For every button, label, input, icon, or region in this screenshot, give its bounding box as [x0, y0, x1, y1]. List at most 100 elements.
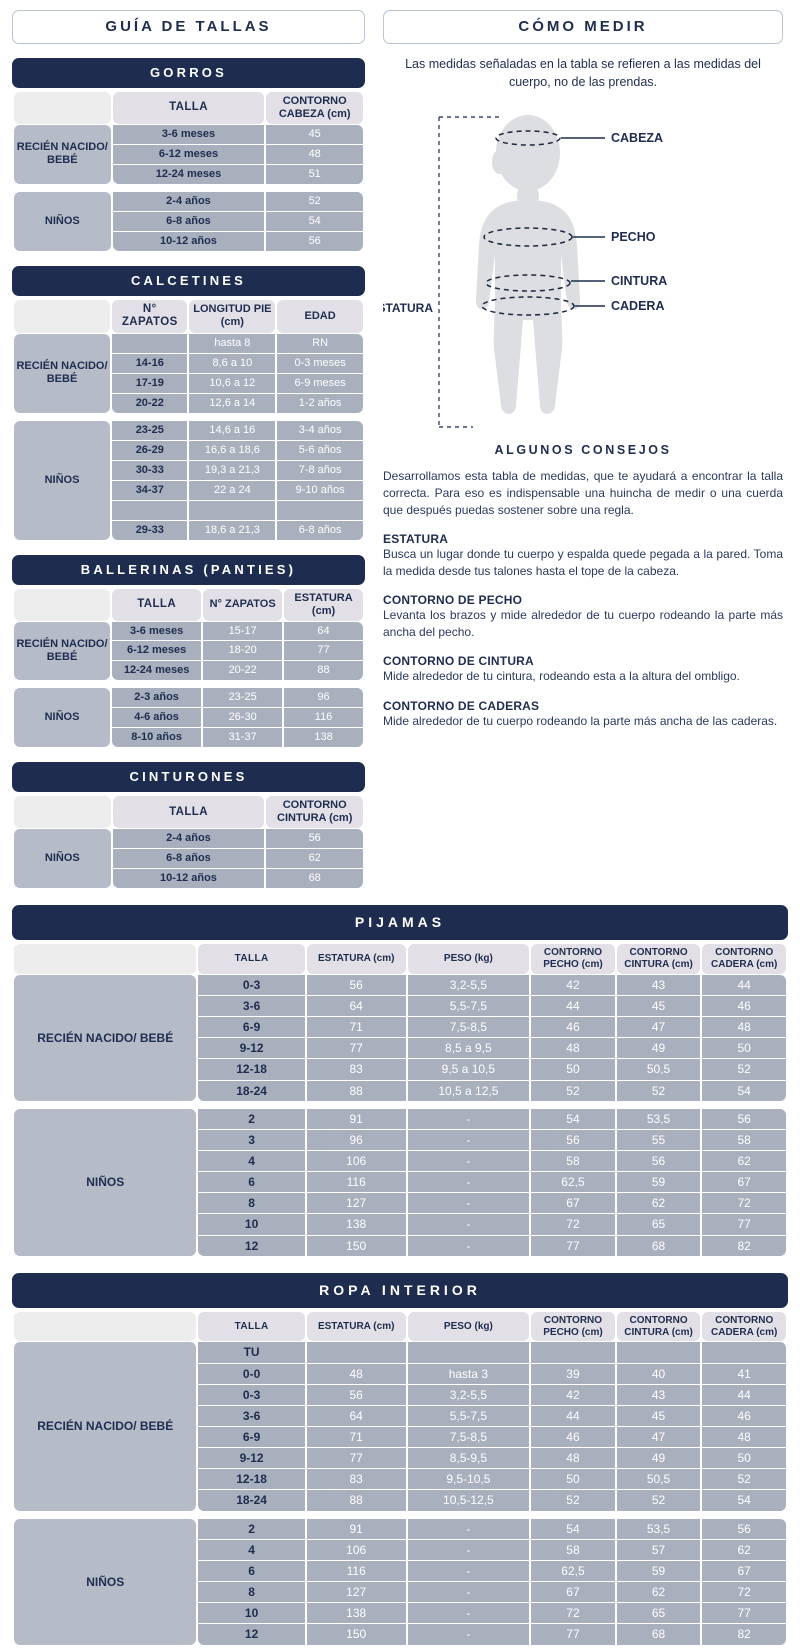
cell-value: 49	[616, 1448, 701, 1469]
cell-size: 6-8 años	[112, 849, 265, 869]
cell-size: 6	[198, 1172, 305, 1193]
cell-value: 48	[306, 1363, 406, 1384]
cell-size: 8	[198, 1193, 305, 1214]
cell-value: 67	[702, 1560, 786, 1582]
cell-size: 30-33	[112, 460, 188, 480]
measure-ellipses	[481, 130, 575, 316]
cell-value: 68	[616, 1624, 701, 1645]
tip-heading-0: ESTATURA	[383, 532, 449, 547]
table-row: 6-9 71 7,5-8,5 46 47 48	[14, 1017, 786, 1038]
cell-value: 52	[616, 1080, 701, 1101]
cell-value: 56	[266, 829, 363, 849]
table-row: RECIÉN NACIDO/ BEBÉ TU	[14, 1342, 786, 1511]
cell-value: 116	[306, 1172, 406, 1193]
cell-value: 8,6 a 10	[189, 353, 276, 373]
group-label-cell: NIÑOS	[14, 420, 111, 540]
cell-value: -	[407, 1518, 530, 1539]
cell-value: hasta 3	[407, 1363, 530, 1384]
cell-size: 6-12 meses	[112, 144, 265, 164]
cell-size: 10	[198, 1603, 305, 1624]
size-table: TALLA CONTORNO CINTURA (cm) NIÑOS 2-4 años 5…	[12, 795, 365, 889]
tip-heading-1: CONTORNO DE PECHO	[383, 593, 523, 608]
cell-value: 8,5 a 9,5	[407, 1038, 530, 1059]
cell-size: 23-25	[112, 420, 188, 440]
cell-value: 59	[616, 1172, 701, 1193]
tip-heading-3: CONTORNO DE CADERAS	[383, 698, 540, 713]
cell-value: -	[407, 1539, 530, 1560]
cell-value: 10,6 a 12	[189, 373, 276, 393]
cell-value: 65	[616, 1214, 701, 1235]
cell-value: 43	[616, 974, 701, 995]
how-to-measure-title: CÓMO MEDIR	[383, 10, 783, 44]
cell-value: -	[407, 1582, 530, 1603]
cell-value: 51	[266, 164, 363, 184]
cell-value: 16,6 a 18,6	[189, 440, 276, 460]
cell-value: 12,6 a 14	[189, 393, 276, 413]
cell-value: 64	[306, 1405, 406, 1426]
label-pecho: PECHO	[611, 230, 656, 244]
cell-value: 48	[702, 1427, 786, 1448]
cell-value: 138	[306, 1603, 406, 1624]
table-row: NIÑOS 2-3 años 23-25 96	[14, 688, 363, 748]
cell-value: 44	[702, 1384, 786, 1405]
cell-value: 72	[531, 1214, 615, 1235]
guide-title: GUÍA DE TALLAS	[12, 10, 365, 44]
cell-value: 83	[306, 1469, 406, 1490]
group-spacer	[14, 1102, 786, 1108]
table-row: 10 138-72 65 77	[14, 1603, 786, 1624]
column-header: ESTATURA (cm)	[306, 1311, 406, 1342]
section-header-ropa-interior: ROPA INTERIOR	[12, 1272, 788, 1308]
cell-value: 62	[702, 1539, 786, 1560]
table-row	[14, 500, 363, 520]
cell-value: 14,6 a 16	[189, 420, 276, 440]
cell-value	[277, 500, 363, 520]
table-row: 6-8 años 62	[14, 849, 363, 869]
cell-size: 3-6	[198, 1405, 305, 1426]
cell-value: 5-6 años	[277, 440, 363, 460]
cell-value: 5,5-7,5	[407, 1405, 530, 1426]
cell-size: 6	[198, 1560, 305, 1582]
cell-value: 1-2 años	[277, 393, 363, 413]
cell-value: 77	[531, 1624, 615, 1645]
cell-value: 88	[306, 1490, 406, 1511]
cell-size: 2	[198, 1108, 305, 1129]
cell-value: 3,2-5,5	[407, 1384, 530, 1405]
cell-value: 41	[702, 1363, 786, 1384]
cell-size: 18-24	[198, 1490, 305, 1511]
cell-size: 29-33	[112, 520, 188, 540]
cell-size: 3	[198, 1129, 305, 1150]
cell-size: 6-9	[198, 1017, 305, 1038]
cell-size: 2-4 años	[112, 829, 265, 849]
cell-value: 46	[531, 1427, 615, 1448]
tip-body-3: Mide alrededor de tu cuerpo rodeando la …	[383, 713, 778, 728]
cell-value: -	[407, 1129, 530, 1150]
cell-value: 72	[702, 1193, 786, 1214]
cell-value: 62	[616, 1582, 701, 1603]
cell-value: RN	[277, 333, 363, 353]
cell-size: 3-6	[198, 995, 305, 1017]
ellipse-cabeza	[495, 130, 561, 146]
cell-size: 9-12	[198, 1038, 305, 1059]
size-table: N° ZAPATOS LONGITUD PIE (cm) EDAD RECIÉN NA…	[12, 299, 365, 541]
section-header-gorros: GORROS	[12, 58, 365, 88]
cell-value: -	[407, 1193, 530, 1214]
table-row: 6-9 71 7,5-8,5 46 47 48	[14, 1427, 786, 1448]
cell-value: 116	[306, 1560, 406, 1582]
table-row: 8 127-67 62 72	[14, 1582, 786, 1603]
table-cinturones: TALLA CONTORNO CINTURA (cm) NIÑOS 2-4 años 5…	[12, 795, 365, 889]
table-row: 18-24 88 10,5 a 12,5 52 52 54	[14, 1080, 786, 1101]
table-row: 3-6 64 5,5-7,5 44 45 46	[14, 995, 786, 1017]
column-header: PESO (kg)	[407, 944, 530, 974]
cell-size: 10-12 años	[112, 869, 265, 889]
cell-value: 62	[702, 1151, 786, 1172]
cell-value: 10,5 a 12,5	[407, 1080, 530, 1101]
ellipse-cadera	[481, 296, 575, 316]
cell-value: 52	[702, 1469, 786, 1490]
table-row: 6 116-62,5 59 67	[14, 1560, 786, 1582]
ellipse-cintura	[485, 274, 571, 292]
cell-value: 56	[702, 1108, 786, 1129]
table-row: RECIÉN NACIDO/ BEBÉ 3-6 meses 15-17 64	[14, 621, 363, 681]
column-header: CONTORNO CADERA (cm)	[702, 944, 786, 974]
table-row: 6-8 años 54	[14, 211, 363, 231]
